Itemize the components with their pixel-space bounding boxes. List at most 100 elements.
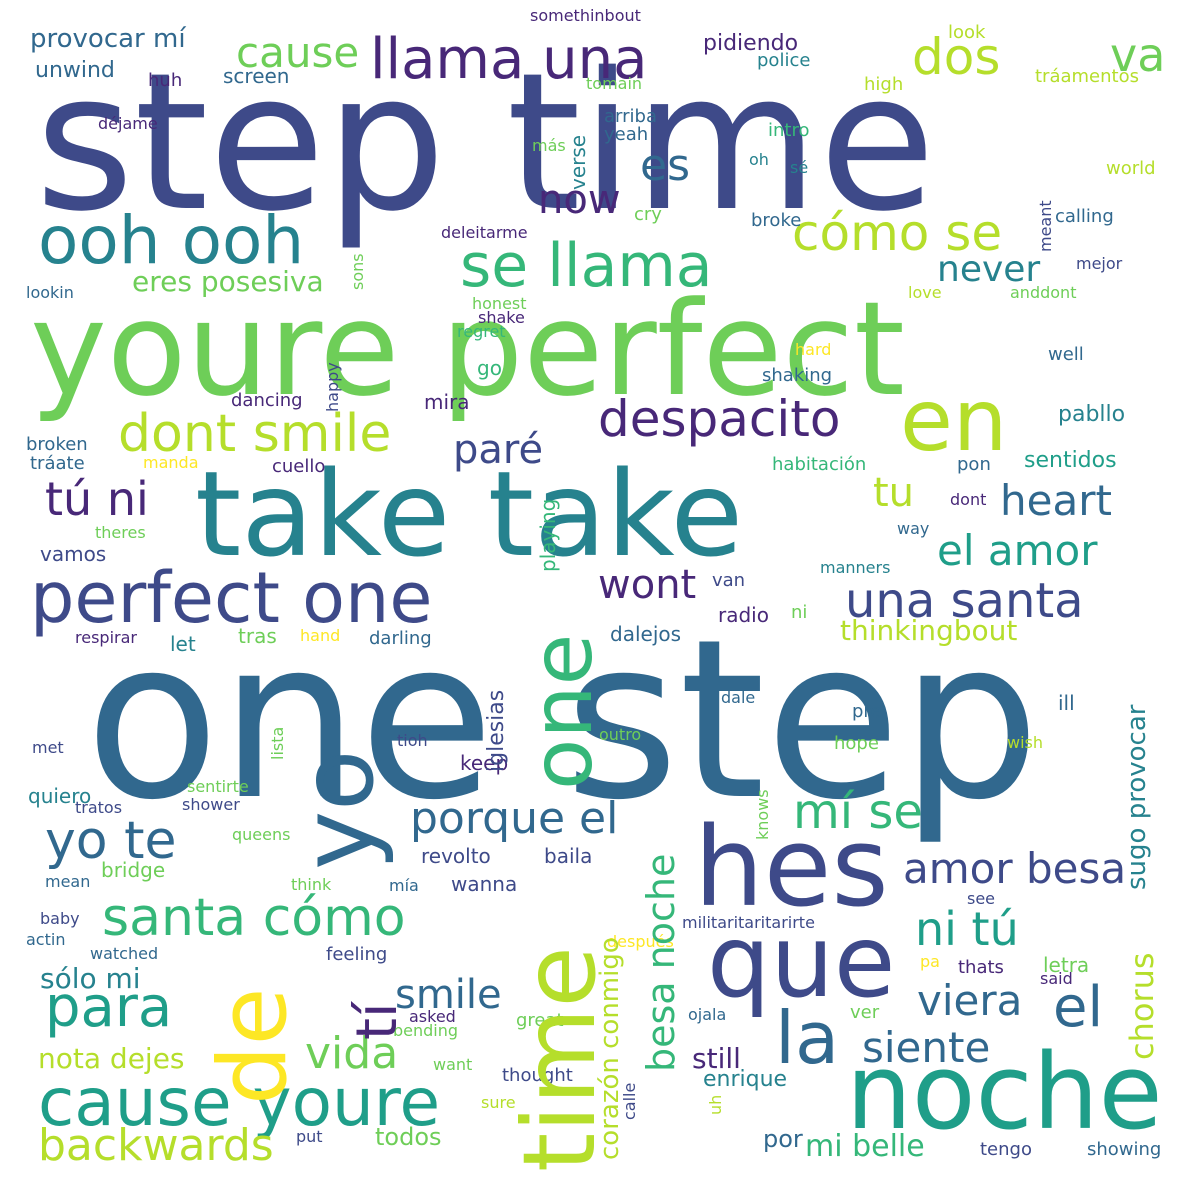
word-one-step: one step [85,592,1041,848]
word-showing: showing [1087,1139,1162,1160]
word-mejor: mejor [1076,254,1123,273]
word-eres-posesiva: eres posesiva [132,265,324,298]
word-love: love [908,283,942,302]
word-mi-belle: mi belle [805,1129,925,1164]
word-oh: oh [749,150,769,169]
word-es: es [640,140,690,191]
word-amor-besa: amor besa [903,844,1127,893]
word-watched: watched [90,944,159,963]
word-honest: honest [472,294,527,313]
word-queens: queens [232,825,291,844]
word-perfect-one: perfect one [30,557,433,639]
word-habitacion: habitación [772,454,867,475]
word-let: let [170,632,196,656]
word-regret: regret [457,322,506,341]
word-outro: outro [599,725,642,744]
word-ill: ill [1058,691,1075,715]
word-said: said [1040,969,1073,988]
word-pare: paré [453,427,544,473]
word-pon: pon [957,454,991,475]
word-ojala: ojala [688,1005,727,1024]
word-playing-vertical: playing [536,498,560,572]
word-calling: calling [1055,206,1114,227]
word-asked: asked [409,1007,456,1026]
word-want: want [433,1055,473,1074]
word-de-vertical: de [199,987,308,1106]
word-mi-se: mí se [793,784,923,840]
word-se: sé [790,158,809,177]
word-que: que [707,903,896,1020]
word-manners: manners [820,558,891,577]
word-como-se: cómo se [792,204,1003,262]
word-cause-youre: cause youre [38,1064,441,1141]
word-actin: actin [26,930,66,949]
word-la: la [775,996,840,1080]
word-hard: hard [795,340,832,359]
word-arriba: arriba [604,106,657,127]
word-pabllo: pabllo [1058,402,1126,427]
word-para: para [45,975,173,1040]
word-revolto: revolto [421,844,491,868]
word-verse-vertical: verse [566,134,590,190]
word-despues: después [607,932,674,951]
word-broke: broke [751,210,802,231]
word-dale: dale [721,688,756,707]
word-theres: theres [95,523,146,542]
word-dancing: dancing [231,390,303,411]
word-cuello: cuello [272,456,326,477]
word-great: great [516,1010,564,1031]
word-siente: siente [862,1023,991,1072]
word-yeah: yeah [604,124,649,145]
word-todos: todos [375,1123,442,1151]
word-lookin: lookin [26,283,74,302]
word-radio: radio [718,603,769,627]
word-enrique: enrique [703,1067,788,1092]
word-dont-smile: dont smile [118,404,392,464]
word-thought: thought [502,1065,573,1086]
word-shake: shake [478,308,525,327]
word-one-vertical: one [513,633,611,790]
word-dalejos: dalejos [610,622,682,646]
word-traamentos: tráamentos [1035,66,1139,87]
word-hes: hes [694,803,889,931]
word-now: now [538,177,621,223]
word-tengo: tengo [980,1139,1032,1160]
word-never: never [937,249,1041,290]
word-anddont: anddont [1010,283,1077,302]
word-heart: heart [1000,476,1112,525]
word-police: police [757,50,811,71]
word-happy-vertical: happy [323,362,342,412]
word-una-santa: una santa [845,573,1084,629]
word-well: well [1048,344,1084,365]
word-baila: baila [544,844,593,868]
word-el: el [1053,975,1104,1040]
word-wanna: wanna [451,872,518,896]
word-se-llama: se llama [460,231,713,301]
word-wont: wont [598,562,697,608]
word-feeling: feeling [326,944,388,965]
word-lista-vertical: lista [268,726,287,760]
word-deleitarme: deleitarme [441,223,528,242]
word-baby: baby [40,909,80,928]
word-yo-vertical: yo [279,749,396,870]
word-put: put [296,1127,323,1146]
word-dos: dos [912,28,1001,86]
word-provocar-mi: provocar mí [30,24,186,54]
word-pa: pa [920,952,940,971]
word-screen: screen [223,64,290,88]
word-uh-vertical: uh [706,1094,725,1115]
word-tomain: tomain [586,74,643,93]
word-pre: pre [852,701,882,722]
word-backwards: backwards [38,1120,274,1171]
word-manda: manda [143,453,199,472]
word-llama-una: llama una [370,27,648,92]
word-tras: tras [238,624,277,648]
word-broken: broken [26,434,88,455]
word-knows-vertical: knows [753,789,772,840]
word-met: met [32,738,64,757]
word-keep: keep [460,751,509,775]
word-thats: thats [958,957,1004,978]
word-solo-mi: sólo mi [40,962,141,995]
word-sure: sure [481,1093,516,1112]
